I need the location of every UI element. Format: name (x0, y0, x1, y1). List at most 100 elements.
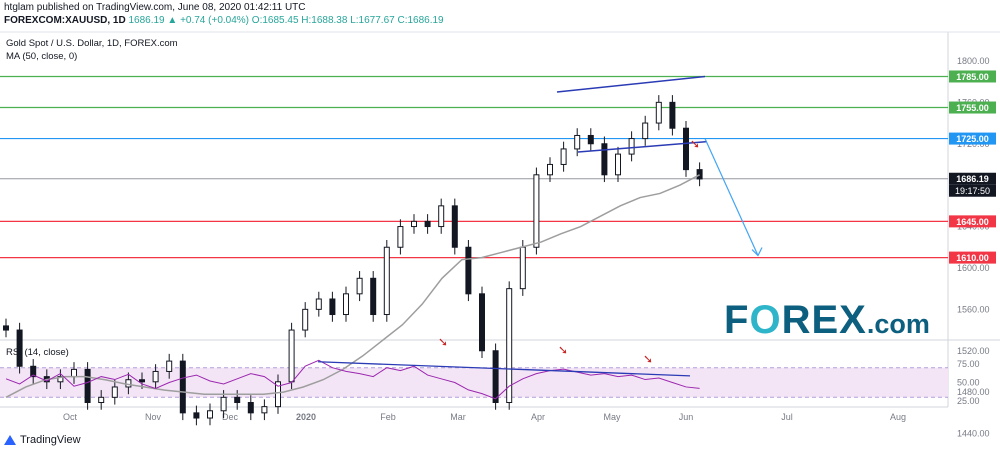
price-label-box (949, 172, 996, 185)
candle-body (506, 288, 513, 403)
candle-body (383, 246, 390, 316)
candle-body (275, 381, 281, 408)
candle-body (547, 163, 553, 176)
rsi-divergence-line (317, 361, 691, 377)
rsi-tick-label: 75.00 (957, 359, 980, 369)
candle-body (179, 360, 186, 414)
candle-body (152, 370, 159, 383)
price-label-box (949, 251, 996, 264)
rsi-indicator-label[interactable]: RSI (14, close) (6, 347, 69, 358)
candle-body (574, 134, 581, 150)
divergence-arrow-icon: ➘ (438, 335, 448, 349)
symbol-label[interactable]: FOREXCOM:XAUUSD, 1D (4, 15, 126, 26)
candle-body (424, 220, 431, 228)
price-label-text: 1725.00 (956, 134, 989, 144)
candle-body (669, 101, 676, 129)
countdown-box (949, 184, 996, 197)
price-label-box (949, 215, 996, 228)
candle-body (642, 122, 649, 140)
price-label-text: 1645.00 (956, 217, 989, 227)
candle-body (30, 365, 37, 378)
moving-average-line (5, 174, 700, 398)
price-tick-label: 1800.00 (957, 56, 990, 66)
projection-arrow (704, 138, 759, 256)
channel-upper-trendline (556, 75, 706, 93)
countdown-text: 19:17:50 (955, 186, 990, 196)
candle-body (397, 226, 404, 248)
candle-body (247, 402, 254, 414)
time-tick-label: Mar (450, 412, 466, 422)
candle-body (519, 246, 526, 290)
price-label-text: 1610.00 (956, 253, 989, 263)
tradingview-logo[interactable]: TradingView (4, 434, 81, 446)
price-tick-label: 1600.00 (957, 263, 990, 273)
candle-body (302, 308, 309, 331)
price-tick-label: 1480.00 (957, 387, 990, 397)
candle-body (343, 293, 349, 316)
candle-body (451, 205, 458, 248)
tradingview-brand: TradingView (20, 434, 81, 446)
price-tick-label: 1560.00 (957, 304, 990, 314)
candle-body (71, 368, 77, 378)
candle-body (479, 293, 485, 352)
price-arrow-icon: ➘ (690, 137, 700, 151)
candle-body (315, 298, 322, 310)
candle-body (329, 298, 336, 316)
time-tick-label: Nov (145, 412, 162, 422)
time-tick-label: Aug (890, 412, 906, 422)
projection-arrowhead (751, 247, 763, 257)
candle-body (16, 329, 23, 367)
divergence-arrow-icon: ➘ (643, 352, 653, 366)
time-tick-label: Dec (222, 412, 239, 422)
rsi-line (5, 359, 700, 400)
divergence-arrow-icon: ➘ (558, 343, 568, 357)
ohlc-values: O:1685.45 H:1688.38 L:1677.67 C:1686.19 (251, 15, 444, 26)
rsi-tick-label: 50.00 (957, 378, 980, 388)
price-label-text: 1755.00 (956, 103, 989, 113)
time-tick-label: Feb (380, 412, 396, 422)
time-tick-label: Jun (679, 412, 694, 422)
candle-body (111, 386, 118, 398)
candle-body (84, 368, 91, 404)
time-tick-label: Jul (781, 412, 793, 422)
time-tick-label: May (603, 412, 621, 422)
candle-body (193, 412, 200, 419)
candle-body (207, 410, 213, 419)
candle-body (560, 148, 567, 165)
candle-body (533, 174, 540, 248)
candle-body (139, 379, 145, 383)
symbol-info-line: FOREXCOM:XAUUSD, 1D 1686.19 ▲ +0.74 (+0.… (4, 15, 444, 26)
price-label-box (949, 70, 996, 83)
candle-body (125, 379, 132, 388)
rsi-tick-label: 25.00 (957, 396, 980, 406)
candle-body (288, 329, 295, 383)
candle-body (234, 396, 241, 404)
channel-lower-trendline (577, 140, 708, 153)
candle-body (356, 277, 363, 295)
candle-body (696, 169, 703, 180)
price-label-box (949, 101, 996, 114)
time-tick-label: Apr (531, 412, 545, 422)
candle-body (166, 360, 173, 372)
candle-body (615, 153, 621, 176)
price-label-text: 1686.19 (956, 174, 989, 184)
chart-title: Gold Spot / U.S. Dollar, 1D, FOREX.com (6, 38, 178, 49)
time-tick-label: Oct (63, 412, 78, 422)
candle-body (683, 127, 689, 171)
candle-body (3, 325, 9, 331)
candle-body (628, 138, 635, 155)
candle-body (220, 396, 227, 412)
candle-body (370, 277, 377, 316)
price-tick-label: 1440.00 (957, 429, 990, 439)
candle-body (57, 376, 64, 383)
price-change: 1686.19 ▲ +0.74 (+0.04%) (128, 15, 250, 26)
forex-com-logo: FOREX.com (724, 298, 930, 342)
price-label-box (949, 132, 996, 145)
candle-body (465, 246, 472, 295)
candle-body (492, 350, 499, 403)
ma-indicator-label[interactable]: MA (50, close, 0) (6, 51, 78, 62)
time-tick-label: 2020 (296, 412, 316, 422)
price-label-text: 1785.00 (956, 72, 989, 82)
publisher-line: htglam published on TradingView.com, Jun… (4, 2, 306, 13)
